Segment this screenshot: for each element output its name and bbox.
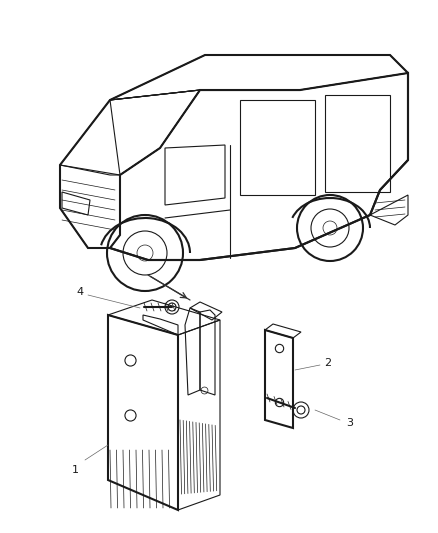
Text: 2: 2 [325, 358, 332, 368]
Text: 1: 1 [71, 465, 78, 475]
Text: 4: 4 [77, 287, 84, 297]
Text: 3: 3 [346, 418, 353, 428]
